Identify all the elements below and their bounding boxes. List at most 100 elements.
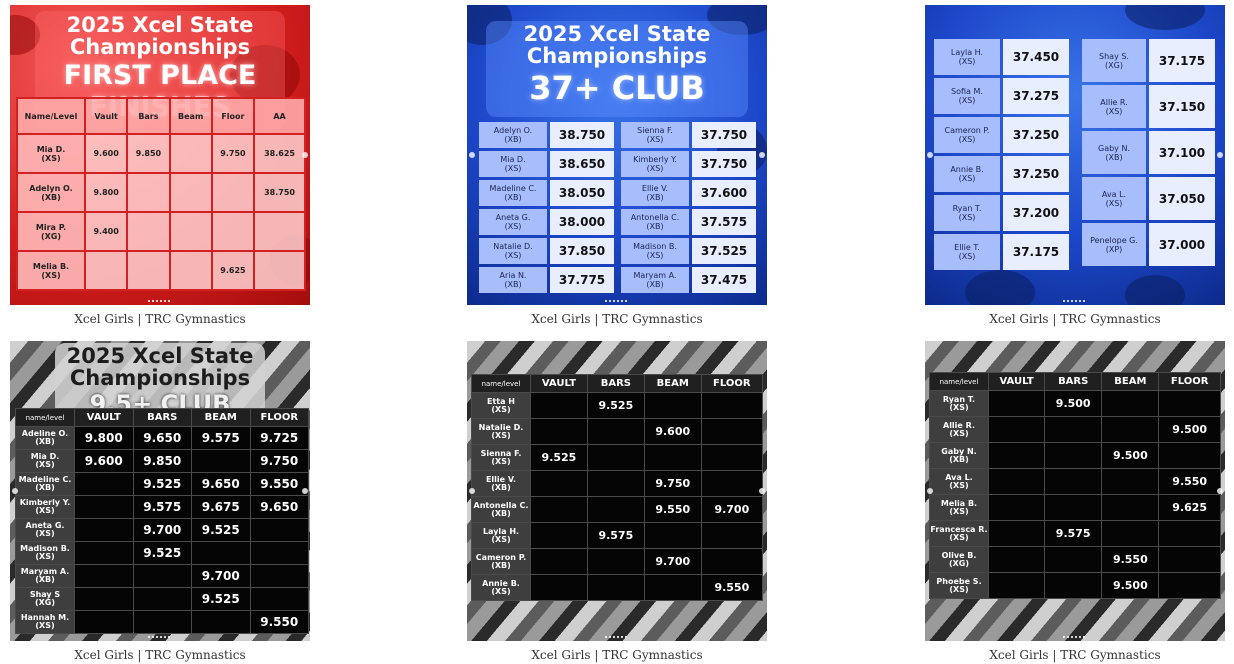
score-cell (74, 472, 134, 496)
prev-arrow-icon[interactable] (469, 488, 475, 494)
score-cell: 9.550 (643, 496, 702, 523)
gallery-card-9-5-club-2[interactable]: name/level VAULT BARS BEAM FLOOR Etta H (XS) 9.… (467, 341, 767, 662)
results-table: name/level VAULT BARS BEAM FLOOR Etta H (XS) 9.… (471, 374, 764, 601)
score-value: 37.775 (550, 267, 614, 293)
score-cell (1044, 494, 1103, 521)
athlete-name: Antonella C. (473, 500, 529, 510)
next-arrow-icon[interactable] (1217, 488, 1223, 494)
athlete-cell: Cameron P. (XB) (471, 548, 531, 575)
athlete-level: (XS) (949, 480, 969, 490)
table-row: Madeline C. (XB) 9.525 9.650 9.550 (15, 472, 309, 496)
table-row: Maryam A. (XB) 9.700 (15, 564, 309, 588)
card-image[interactable]: Layla H. (XS) 37.450 Sofia M. (XS) 37.275 Came… (925, 5, 1225, 305)
athlete-cell: Adelyn O. (XB) (479, 122, 547, 148)
gallery-card-9-5-club[interactable]: 2025 Xcel State Championships 9.5+ CLUB … (10, 341, 310, 662)
score-cell (168, 211, 213, 252)
athlete-cell: Mia D. (XS) (15, 449, 75, 473)
athlete-cell: Kimberly Y. (XS) (621, 151, 689, 177)
athlete-level: (XB) (1105, 152, 1123, 162)
score-cell: 9.550 (249, 610, 309, 634)
card-image[interactable]: 2025 Xcel State Championships 9.5+ CLUB … (10, 341, 310, 641)
score-row: Gaby N. (XB) 37.100 (1082, 131, 1215, 174)
athlete-level: (XB) (35, 483, 55, 492)
prev-arrow-icon[interactable] (469, 152, 475, 158)
score-value: 38.050 (550, 180, 614, 206)
table-row: Hannah M. (XS) 9.550 (15, 610, 309, 634)
card-image[interactable]: name/level VAULT BARS BEAM FLOOR Etta H (XS) 9.… (467, 341, 767, 641)
pagination-dots (605, 636, 629, 638)
table-row: Etta H (XS) 9.525 (471, 392, 764, 419)
athlete-name: Maryam A. (20, 567, 70, 576)
score-row: Penelope G. (XP) 37.000 (1082, 223, 1215, 266)
score-value: 37.200 (1003, 195, 1069, 231)
athlete-level: (XB) (491, 482, 511, 492)
caption: Xcel Girls | TRC Gymnastics (74, 312, 246, 326)
column-header: Floor (210, 97, 256, 135)
next-arrow-icon[interactable] (759, 152, 765, 158)
athlete-name: Adelyn O. (493, 126, 533, 135)
gallery-card-37-club-continued[interactable]: Layla H. (XS) 37.450 Sofia M. (XS) 37.275 Came… (925, 5, 1225, 326)
athlete-level: (XG) (40, 231, 62, 241)
athlete-name: Antonella C. (630, 213, 680, 222)
athlete-cell: Penelope G. (XP) (1082, 223, 1146, 266)
card-image[interactable]: 2025 Xcel State Championships 37+ CLUB A… (467, 5, 767, 305)
gallery-card-9-5-club-3[interactable]: name/level VAULT BARS BEAM FLOOR Ryan T. (XS) 9… (925, 341, 1225, 662)
scores-right: Shay S. (XG) 37.175 Allie R. (XS) 37.150 Gaby … (1079, 36, 1218, 269)
next-arrow-icon[interactable] (302, 152, 308, 158)
score-cell: 9.500 (1158, 416, 1221, 443)
prev-arrow-icon[interactable] (927, 152, 933, 158)
gallery-card-first-place[interactable]: 2025 Xcel State Championships FIRST PLAC… (10, 5, 310, 326)
card-image[interactable]: name/level VAULT BARS BEAM FLOOR Ryan T. (XS) 9… (925, 341, 1225, 641)
athlete-level: (XB) (504, 280, 522, 289)
score-row: Aneta G. (XS) 38.000 (479, 209, 614, 235)
athlete-name: Ryan T. (952, 204, 982, 213)
prev-arrow-icon[interactable] (12, 488, 18, 494)
title-line-1: 2025 Xcel State (66, 13, 254, 37)
score-row: Ryan T. (XS) 37.200 (934, 195, 1069, 231)
score-cell (249, 587, 309, 611)
score-cell: 9.725 (249, 426, 309, 450)
column-header: Vault (83, 97, 129, 135)
score-cell: 9.525 (191, 587, 251, 611)
card-image[interactable]: 2025 Xcel State Championships FIRST PLAC… (10, 5, 310, 305)
athlete-level: (XS) (35, 621, 55, 630)
score-row: Natalie D. (XS) 37.850 (479, 238, 614, 264)
score-cell: 9.650 (191, 472, 251, 496)
athlete-level: (XS) (646, 251, 664, 260)
caption: Xcel Girls | TRC Gymnastics (989, 648, 1161, 662)
score-cell (530, 548, 588, 575)
table-row: Madison B. (XS) 9.525 (15, 541, 309, 565)
athlete-cell: Madeline C. (XB) (15, 472, 75, 496)
score-cell (987, 468, 1046, 495)
title-line-2: Championships (69, 366, 251, 390)
athlete-cell: Phoebe S. (XS) (929, 572, 989, 599)
table-row: Mira P. (XG) 9.400 (16, 211, 306, 252)
athlete-name: Francesca R. (930, 524, 988, 534)
column-header: VAULT (530, 374, 588, 393)
score-cell: 9.700 (643, 548, 702, 575)
score-value: 37.525 (692, 238, 756, 264)
athlete-name: Mira P. (35, 222, 67, 232)
next-arrow-icon[interactable] (302, 488, 308, 494)
column-header: BEAM (643, 374, 702, 393)
decor-spot (1125, 275, 1185, 305)
score-value: 37.175 (1003, 234, 1069, 270)
next-arrow-icon[interactable] (759, 488, 765, 494)
title-line-1: 2025 Xcel State (523, 22, 711, 46)
table-row: Francesca R. (XS) 9.575 (929, 520, 1221, 547)
athlete-level: (XS) (958, 96, 976, 105)
prev-arrow-icon[interactable] (927, 488, 933, 494)
score-cell (253, 250, 306, 291)
column-header: BARS (132, 408, 192, 427)
athlete-level: (XS) (504, 251, 522, 260)
score-cell (1044, 468, 1103, 495)
athlete-cell: Ellie V. (XB) (471, 470, 531, 497)
table-row: Olive B. (XG) 9.550 (929, 546, 1221, 573)
athlete-name: Hannah M. (20, 613, 70, 622)
table-row: Aneta G. (XS) 9.700 9.525 (15, 518, 309, 542)
table-row: Annie B. (XS) 9.550 (471, 574, 764, 601)
gallery-card-37-club[interactable]: 2025 Xcel State Championships 37+ CLUB A… (467, 5, 767, 326)
next-arrow-icon[interactable] (1217, 152, 1223, 158)
athlete-name: Natalie D. (493, 242, 533, 251)
score-cell: 9.625 (210, 250, 256, 291)
